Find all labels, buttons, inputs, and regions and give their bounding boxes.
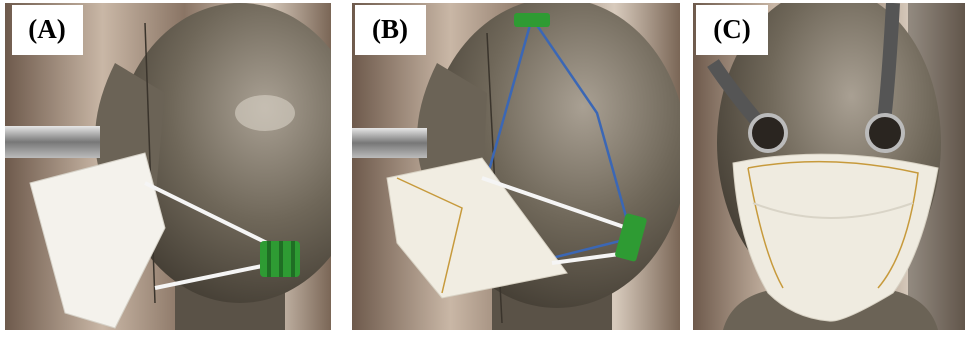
page: (A) (B) (C) (() => { const data = J xyxy=(0,0,972,348)
figure: (A) (B) (C) xyxy=(0,0,972,348)
panel-label: (A) xyxy=(28,14,65,44)
panel-label: (C) xyxy=(713,14,750,44)
panel-a: (A) xyxy=(5,3,365,343)
panel-label: (B) xyxy=(372,14,408,44)
panel-b: (B) xyxy=(352,0,687,343)
panel-c: (C) xyxy=(693,0,965,330)
